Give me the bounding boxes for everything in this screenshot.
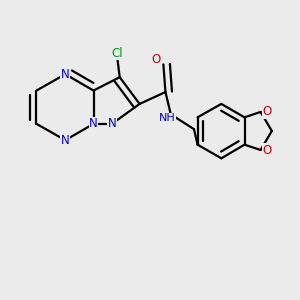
Text: O: O (151, 53, 160, 66)
Text: N: N (108, 117, 116, 130)
Text: N: N (61, 68, 70, 81)
Text: O: O (262, 106, 272, 118)
Text: NH: NH (159, 113, 175, 124)
Text: O: O (262, 143, 272, 157)
Text: Cl: Cl (112, 47, 123, 60)
Text: N: N (89, 117, 98, 130)
Text: N: N (61, 134, 70, 147)
